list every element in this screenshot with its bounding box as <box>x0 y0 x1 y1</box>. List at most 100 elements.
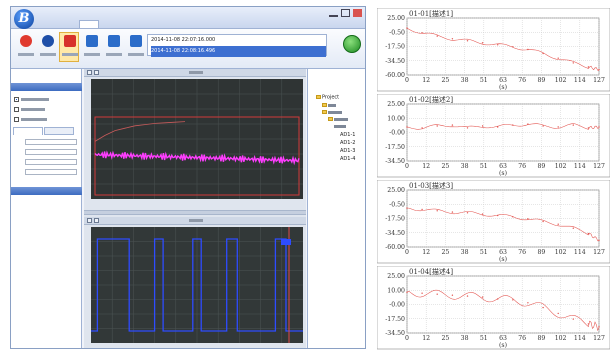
zoom-icon[interactable] <box>87 218 92 223</box>
sidebar-checkbox[interactable] <box>14 97 19 102</box>
signal-line <box>406 289 600 332</box>
data-point <box>421 208 423 211</box>
tab-sidebar[interactable] <box>13 127 43 135</box>
maximize-icon[interactable] <box>341 9 350 17</box>
daq-software-window: B 2014-11-08 22:07:16.000 2014-11-08 22:… <box>10 6 366 349</box>
x-tick-label: 38 <box>461 335 469 342</box>
ribbon-button-label <box>18 53 34 56</box>
folder-icon <box>322 110 327 114</box>
tree-root[interactable]: Project <box>316 95 339 100</box>
tree-channel[interactable]: AD1-2 <box>340 140 356 146</box>
x-tick-label: 102 <box>555 335 567 342</box>
ribbon-button[interactable] <box>125 32 145 62</box>
play-icon <box>42 35 54 47</box>
tree-channel[interactable]: AD1-1 <box>340 132 356 138</box>
pulse-trace <box>91 238 303 332</box>
data-point <box>557 223 559 225</box>
tree-node[interactable] <box>334 125 346 130</box>
ribbon-button[interactable] <box>59 32 79 62</box>
ribbon-button-label <box>84 53 100 56</box>
data-point <box>512 124 514 126</box>
data-point <box>436 293 438 295</box>
zoom-icon[interactable] <box>87 70 92 75</box>
data-point <box>527 48 529 51</box>
signal-line <box>407 207 599 242</box>
x-tick-label: 127 <box>593 249 605 256</box>
splitter-handle[interactable] <box>84 210 306 215</box>
app-logo: B <box>14 9 34 29</box>
y-tick-label: -0.50 <box>389 201 405 208</box>
tree-channel[interactable]: AD1-4 <box>340 156 356 162</box>
data-point <box>542 306 544 309</box>
project-tree: Project AD1-1 AD1-2 AD1-3 AD1-4 <box>307 69 365 348</box>
sidebar-input[interactable] <box>25 159 77 165</box>
x-tick-label: 114 <box>574 163 586 170</box>
ribbon-button[interactable] <box>15 32 35 62</box>
menu-tab[interactable] <box>31 20 53 28</box>
chart-title: 01-04[描述4] <box>409 267 453 276</box>
x-tick-label: 102 <box>555 163 567 170</box>
tab-sidebar[interactable] <box>44 127 74 135</box>
sidebar-checkbox[interactable] <box>14 117 19 122</box>
data-point <box>512 299 514 301</box>
ribbon-button[interactable] <box>103 32 123 62</box>
sidebar-select[interactable] <box>25 139 77 145</box>
tree-node[interactable] <box>322 110 342 115</box>
x-tick-label: 25 <box>441 77 449 84</box>
ribbon-button-label <box>106 53 122 56</box>
pan-icon[interactable] <box>94 70 99 75</box>
data-point <box>497 298 499 300</box>
pulse-plot[interactable] <box>91 227 303 343</box>
ribbon-button[interactable] <box>37 32 57 62</box>
y-tick-label: -17.50 <box>385 144 405 151</box>
data-point <box>406 126 408 128</box>
data-display-icon <box>130 35 142 47</box>
data-point <box>587 232 590 235</box>
waveform-plot[interactable] <box>91 79 303 199</box>
x-tick-label: 63 <box>499 335 507 342</box>
x-tick-label: 127 <box>593 335 605 342</box>
x-axis-label: (s) <box>499 170 507 177</box>
y-tick-label: -60.00 <box>385 72 405 79</box>
y-tick-label: 25.00 <box>387 273 405 280</box>
tree-node[interactable] <box>322 103 336 108</box>
sidebar-checkbox[interactable] <box>14 107 19 112</box>
x-tick-label: 38 <box>461 163 469 170</box>
data-point <box>451 294 454 296</box>
x-tick-label: 38 <box>461 77 469 84</box>
close-icon[interactable] <box>353 9 362 17</box>
tree-node[interactable] <box>328 117 348 122</box>
signal-line <box>406 27 600 72</box>
menu-tab[interactable] <box>79 20 99 28</box>
channel-display-icon <box>86 35 98 47</box>
sidebar-select[interactable] <box>25 149 77 155</box>
data-point <box>481 125 484 127</box>
data-point <box>481 213 484 215</box>
data-point <box>466 127 469 129</box>
sidebar-input[interactable] <box>25 169 77 175</box>
power-icon[interactable] <box>343 35 361 53</box>
pan-icon[interactable] <box>94 218 99 223</box>
data-point <box>421 127 423 129</box>
data-point <box>587 323 590 325</box>
report-chart: 01-01[描述1] 0 12 25 38 51 63 76 89 102 114 127 25.00 -… <box>377 8 610 92</box>
chart-title: 01-02[描述2] <box>409 95 453 104</box>
plot-area <box>84 69 306 348</box>
x-tick-label: 51 <box>480 163 488 170</box>
folder-icon <box>322 103 327 107</box>
x-tick-label: 89 <box>537 77 545 84</box>
menu-tab[interactable] <box>101 20 123 28</box>
sidebar-option-label <box>21 108 45 111</box>
report-chart: 01-02[描述2] 0 12 25 38 51 63 76 89 102 114 127 25.00 1… <box>377 94 610 178</box>
minimize-icon[interactable] <box>329 9 338 17</box>
tree-channel[interactable]: AD1-3 <box>340 148 356 154</box>
data-point <box>587 66 590 68</box>
x-axis-label: (s) <box>499 84 507 91</box>
x-tick-label: 0 <box>405 249 409 256</box>
ribbon-button[interactable] <box>81 32 101 62</box>
ribbon-button-label <box>62 53 78 56</box>
report-chart: 01-04[描述4] 0 12 25 38 51 63 76 89 102 114 127 25.00 1… <box>377 266 610 350</box>
ribbon-toolbar: 2014-11-08 22:07:16.000 2014-11-08 22:08… <box>11 29 365 69</box>
y-tick-label: -0.00 <box>389 130 405 137</box>
menu-tab[interactable] <box>55 20 77 28</box>
